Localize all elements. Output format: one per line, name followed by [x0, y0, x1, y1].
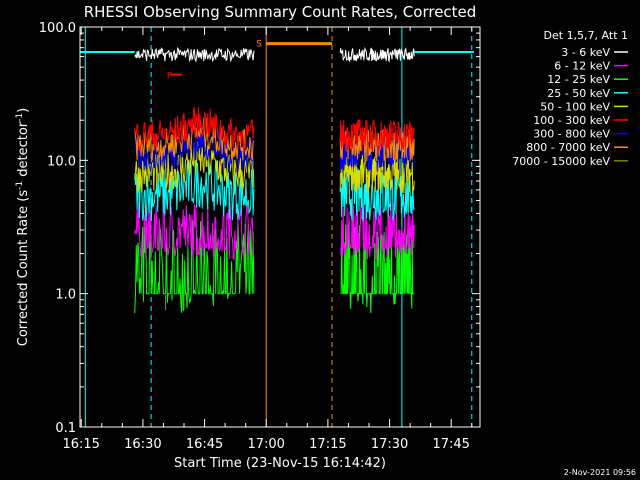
series-trace [339, 119, 415, 151]
y-axis-label-part: detector [16, 121, 31, 181]
legend-label: 6 - 12 keV [554, 60, 610, 73]
series-trace [340, 202, 415, 260]
series-trace [134, 46, 255, 63]
y-axis: 0.1 1.0 10.0 100.0 [39, 21, 480, 436]
y-axis-label-part: Corrected Count Rate (s [16, 190, 31, 347]
plot-content: SF [80, 27, 474, 427]
x-axis: 16:15 16:30 16:45 17:00 17:15 17:30 17:45 [62, 27, 473, 452]
legend-label: 50 - 100 keV [540, 100, 610, 113]
series-trace [339, 46, 415, 63]
x-tick-label: 16:30 [124, 437, 161, 452]
legend-label: 100 - 300 keV [533, 114, 610, 127]
y-tick-label: 100.0 [39, 21, 76, 36]
series-trace [134, 200, 255, 261]
x-tick-label: 16:15 [62, 437, 99, 452]
y-tick-label: 10.0 [47, 154, 76, 169]
legend-label: 300 - 800 keV [533, 128, 610, 141]
y-axis-label-sup: -1 [15, 181, 25, 190]
timestamp-footer: 2-Nov-2021 09:56 [564, 468, 636, 477]
plot-frame [79, 26, 481, 428]
legend-label: 12 - 25 keV [547, 73, 610, 86]
legend-label: 25 - 50 keV [547, 87, 610, 100]
y-axis-label-sup: -1 [15, 113, 25, 122]
legend-title: Det 1,5,7, Att 1 [544, 29, 628, 42]
chart-title: RHESSI Observing Summary Count Rates, Co… [84, 3, 477, 21]
x-axis-label: Start Time (23-Nov-15 16:14:42) [174, 456, 386, 471]
x-tick-label: 17:30 [371, 437, 408, 452]
x-tick-label: 17:45 [432, 437, 469, 452]
series-trace [134, 220, 255, 314]
series-trace [134, 106, 255, 152]
flare-flag-label: F [167, 72, 172, 82]
y-tick-label: 1.0 [55, 288, 76, 303]
saa-flag-label: S [256, 40, 262, 50]
y-tick-label: 0.1 [55, 421, 76, 436]
legend-label: 800 - 7000 keV [526, 141, 610, 154]
legend-label: 7000 - 15000 keV [512, 155, 610, 168]
legend-label: 3 - 6 keV [561, 46, 610, 59]
x-tick-label: 17:15 [309, 437, 346, 452]
y-axis-label: Corrected Count Rate (s-1 detector-1) [15, 108, 31, 346]
x-tick-label: 17:00 [247, 437, 284, 452]
y-axis-label-part: ) [16, 108, 31, 113]
x-tick-label: 16:45 [186, 437, 223, 452]
